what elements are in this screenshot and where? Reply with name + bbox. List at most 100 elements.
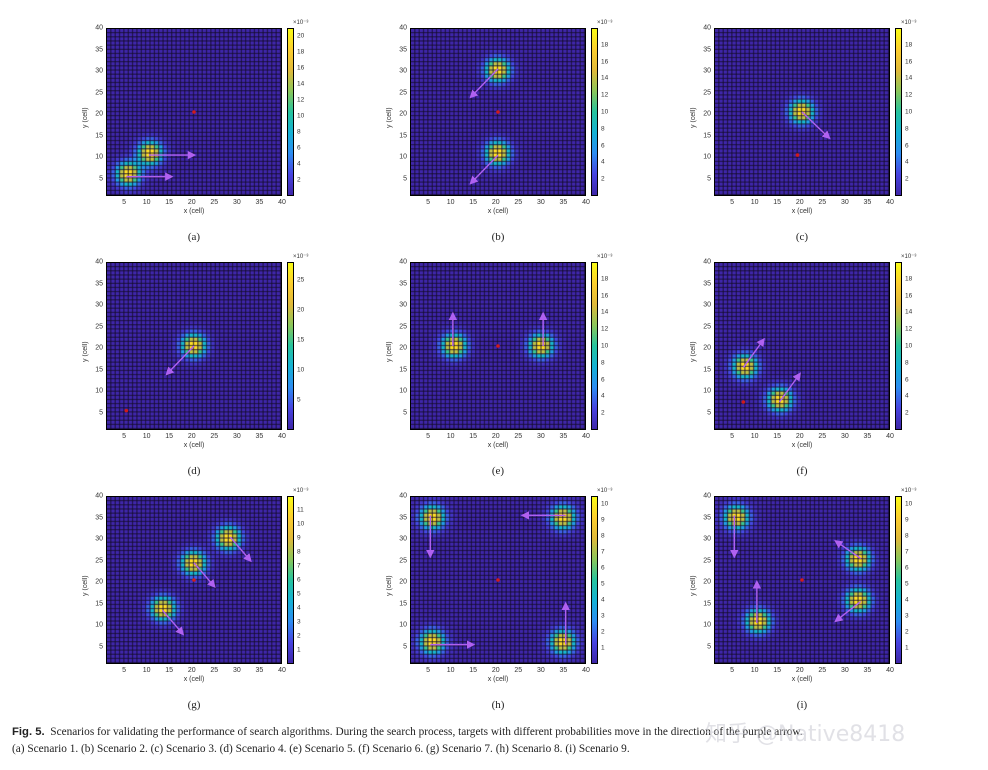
y-tick-label: 35 bbox=[95, 514, 103, 522]
y-tick-label: 35 bbox=[95, 46, 103, 54]
subfigure-label: (a) bbox=[187, 231, 201, 243]
plot-area: 5 10 15 20 25 30 35 40 5 10 15 20 25 30 35 40 x (cell) y … bbox=[82, 20, 308, 215]
y-tick-label: 30 bbox=[399, 535, 407, 543]
x-axis-label: x (cell) bbox=[183, 442, 205, 449]
x-tick-label: 10 bbox=[142, 667, 151, 674]
colorbar-tick-label: 3 bbox=[297, 618, 301, 626]
colorbar-tick-label: 16 bbox=[601, 58, 609, 66]
colorbar-tick-label: 14 bbox=[905, 308, 913, 316]
movement-arrow-icon bbox=[801, 111, 831, 140]
colorbar-tick-label: 18 bbox=[601, 41, 609, 49]
y-tick-label: 10 bbox=[95, 387, 103, 395]
x-tick-label: 25 bbox=[818, 199, 827, 206]
colorbar-tick-label: 10 bbox=[601, 500, 609, 508]
plot-area: 5 10 15 20 25 30 35 40 5 10 15 20 25 30 35 40 x (cell) y … bbox=[82, 254, 308, 449]
y-tick-label: 15 bbox=[95, 600, 103, 608]
x-axis-label: x (cell) bbox=[791, 676, 813, 683]
x-tick-label: 35 bbox=[863, 199, 872, 206]
colorbar bbox=[287, 496, 294, 664]
x-tick-label: 15 bbox=[773, 667, 782, 674]
colorbar-tick-label: 18 bbox=[297, 48, 305, 56]
colorbar-tick-label: 10 bbox=[905, 500, 913, 508]
y-axis-label: y (cell) bbox=[690, 341, 697, 362]
y-tick-label: 15 bbox=[399, 132, 407, 140]
plot-area: 5 10 15 20 25 30 35 40 5 10 15 20 25 30 35 40 x (cell) y … bbox=[386, 20, 612, 215]
chart-panel-e: 5 10 15 20 25 30 35 40 5 10 15 20 25 30 35 40 x (cell) y … bbox=[382, 254, 682, 484]
caption-line-2: (a) Scenario 1. (b) Scenario 2. (c) Scen… bbox=[12, 743, 630, 755]
searcher-dot-icon bbox=[192, 578, 196, 582]
colorbar-exponent: ×10⁻³ bbox=[597, 20, 613, 26]
x-tick-label: 40 bbox=[278, 433, 286, 440]
x-tick-label: 15 bbox=[165, 667, 174, 674]
caption-text: Scenarios for validating the performance… bbox=[50, 726, 803, 738]
x-tick-label: 40 bbox=[278, 199, 286, 206]
y-tick-label: 15 bbox=[399, 366, 407, 374]
x-tick-label: 35 bbox=[863, 433, 872, 440]
colorbar-tick-label: 6 bbox=[297, 144, 301, 152]
x-tick-label: 40 bbox=[582, 667, 590, 674]
subfigure-label: (i) bbox=[796, 699, 808, 711]
chart-panel-a: 5 10 15 20 25 30 35 40 5 10 15 20 25 30 35 40 x (cell) y … bbox=[78, 20, 378, 250]
colorbar-tick-label: 3 bbox=[905, 612, 909, 620]
colorbar-tick-label: 3 bbox=[601, 612, 605, 620]
plot-area: 5 10 15 20 25 30 35 40 5 10 15 20 25 30 35 40 x (cell) y … bbox=[690, 488, 916, 683]
x-tick-label: 25 bbox=[514, 199, 523, 206]
colorbar-tick-label: 6 bbox=[601, 142, 605, 150]
x-tick-label: 15 bbox=[165, 433, 174, 440]
y-tick-label: 15 bbox=[703, 132, 711, 140]
x-tick-label: 30 bbox=[536, 667, 545, 674]
movement-arrow-icon bbox=[778, 372, 801, 403]
y-tick-label: 40 bbox=[95, 24, 103, 32]
x-tick-label: 35 bbox=[559, 667, 568, 674]
y-tick-label: 25 bbox=[703, 323, 711, 331]
colorbar-tick-label: 6 bbox=[601, 564, 605, 572]
y-tick-label: 5 bbox=[707, 643, 711, 651]
y-tick-label: 35 bbox=[399, 514, 407, 522]
x-tick-label: 40 bbox=[886, 433, 894, 440]
x-tick-label: 30 bbox=[232, 199, 241, 206]
y-tick-label: 10 bbox=[399, 387, 407, 395]
colorbar-tick-label: 5 bbox=[601, 580, 605, 588]
y-tick-label: 35 bbox=[703, 46, 711, 54]
y-tick-label: 10 bbox=[703, 621, 711, 629]
colorbar-tick-label: 1 bbox=[905, 644, 909, 652]
colorbar-tick-label: 16 bbox=[905, 58, 913, 66]
colorbar-tick-label: 18 bbox=[601, 275, 609, 283]
colorbar-tick-label: 8 bbox=[601, 532, 605, 540]
y-axis-label: y (cell) bbox=[386, 341, 393, 362]
x-axis-label: x (cell) bbox=[183, 676, 205, 683]
y-tick-label: 40 bbox=[399, 492, 407, 500]
colorbar-tick-label: 12 bbox=[297, 96, 305, 104]
x-tick-label: 35 bbox=[255, 199, 264, 206]
x-tick-label: 25 bbox=[818, 433, 827, 440]
overlay bbox=[126, 110, 197, 181]
colorbar-tick-label: 20 bbox=[297, 32, 305, 40]
y-tick-label: 30 bbox=[95, 301, 103, 309]
y-tick-label: 40 bbox=[703, 258, 711, 266]
y-tick-label: 10 bbox=[95, 153, 103, 161]
x-tick-label: 30 bbox=[840, 667, 849, 674]
x-tick-label: 35 bbox=[863, 667, 872, 674]
y-tick-label: 25 bbox=[399, 323, 407, 331]
colorbar-tick-label: 8 bbox=[297, 548, 301, 556]
x-tick-label: 25 bbox=[210, 199, 219, 206]
colorbar bbox=[591, 262, 598, 430]
y-tick-label: 30 bbox=[703, 301, 711, 309]
colorbar-exponent: ×10⁻³ bbox=[293, 254, 309, 260]
x-tick-label: 10 bbox=[750, 433, 759, 440]
colorbar-tick-label: 8 bbox=[601, 359, 605, 367]
colorbar-tick-label: 2 bbox=[297, 176, 301, 184]
y-tick-label: 20 bbox=[95, 344, 103, 352]
x-axis-label: x (cell) bbox=[487, 676, 509, 683]
chart-panel-c: 5 10 15 20 25 30 35 40 5 10 15 20 25 30 35 40 x (cell) y … bbox=[686, 20, 986, 250]
colorbar-exponent: ×10⁻³ bbox=[293, 488, 309, 494]
colorbar-tick-label: 7 bbox=[905, 548, 909, 556]
colorbar bbox=[591, 28, 598, 196]
colorbar-tick-label: 9 bbox=[905, 516, 909, 524]
plot-area: 5 10 15 20 25 30 35 40 5 10 15 20 25 30 35 40 x (cell) y … bbox=[82, 488, 308, 683]
figure-caption: Fig. 5. Scenarios for validating the per… bbox=[12, 724, 982, 758]
x-tick-label: 10 bbox=[446, 667, 455, 674]
colorbar-tick-label: 1 bbox=[297, 646, 301, 654]
y-tick-label: 30 bbox=[95, 67, 103, 75]
x-tick-label: 30 bbox=[232, 433, 241, 440]
